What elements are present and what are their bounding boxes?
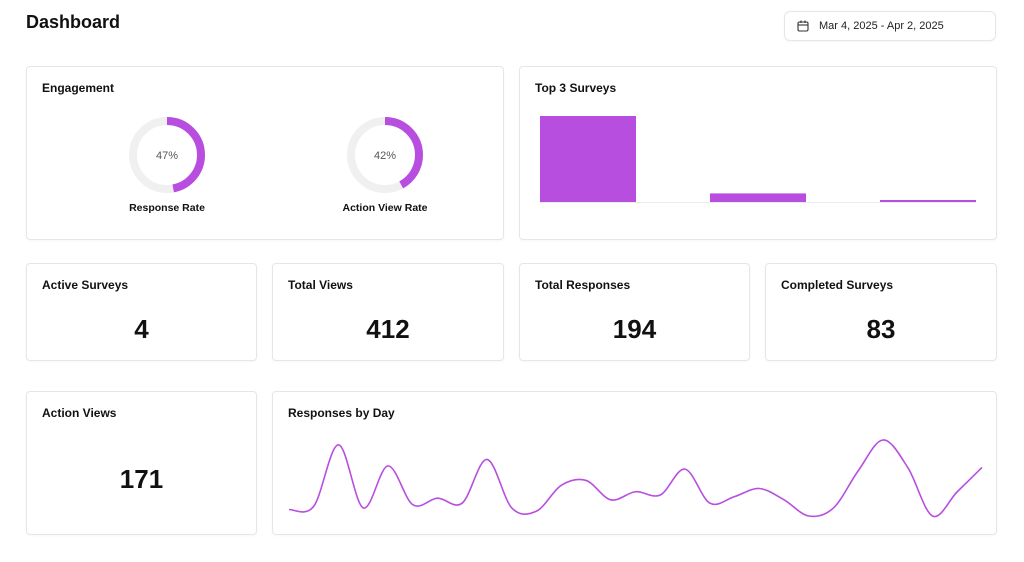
top-surveys-bar-chart	[540, 116, 976, 203]
action-view-rate-gauge: 42% Action View Rate	[335, 116, 435, 214]
survey-bar-3	[880, 200, 976, 202]
responses-by-day-card: Responses by Day	[272, 391, 997, 535]
action-views-label: Action Views	[42, 406, 117, 420]
action-view-rate-donut: 42%	[347, 117, 423, 193]
total-views-value: 412	[366, 314, 410, 344]
response-rate-label: Response Rate	[129, 202, 205, 214]
responses-by-day-title: Responses by Day	[288, 406, 395, 420]
responses-by-day-line-chart	[288, 439, 983, 518]
engagement-card: Engagement 47% Response Rate 42% Action …	[26, 66, 504, 240]
total-responses-value: 194	[612, 314, 657, 344]
response-rate-value: 47%	[156, 150, 178, 162]
active-surveys-value: 4	[134, 314, 149, 344]
action-views-value: 171	[119, 464, 164, 494]
action-view-rate-value: 42%	[374, 150, 396, 162]
completed-surveys-card: Completed Surveys 83	[765, 263, 997, 361]
survey-bar-1	[540, 116, 636, 202]
response-rate-arc	[129, 117, 205, 193]
engagement-title: Engagement	[42, 81, 115, 95]
completed-surveys-label: Completed Surveys	[781, 278, 894, 292]
completed-surveys-value: 83	[866, 314, 896, 344]
total-views-card: Total Views 412	[272, 263, 504, 361]
action-views-card: Action Views 171	[26, 391, 257, 535]
survey-bar-2	[710, 193, 806, 202]
total-responses-label: Total Responses	[535, 278, 631, 292]
top-surveys-card: Top 3 Surveys	[519, 66, 997, 240]
active-surveys-label: Active Surveys	[42, 278, 129, 292]
response-rate-donut: 47%	[129, 117, 205, 193]
active-surveys-card: Active Surveys 4	[26, 263, 257, 361]
date-range-label: Mar 4, 2025 - Apr 2, 2025	[819, 20, 944, 32]
page-title: Dashboard	[26, 12, 121, 32]
responses-line	[288, 439, 983, 518]
response-rate-gauge: 47% Response Rate	[117, 116, 217, 214]
action-view-rate-arc	[347, 117, 423, 193]
total-views-label: Total Views	[288, 278, 353, 292]
total-responses-card: Total Responses 194	[519, 263, 750, 361]
calendar-icon	[797, 20, 809, 32]
date-range-picker[interactable]: Mar 4, 2025 - Apr 2, 2025	[784, 11, 996, 41]
action-view-rate-label: Action View Rate	[342, 202, 428, 214]
top-surveys-title: Top 3 Surveys	[535, 81, 617, 95]
